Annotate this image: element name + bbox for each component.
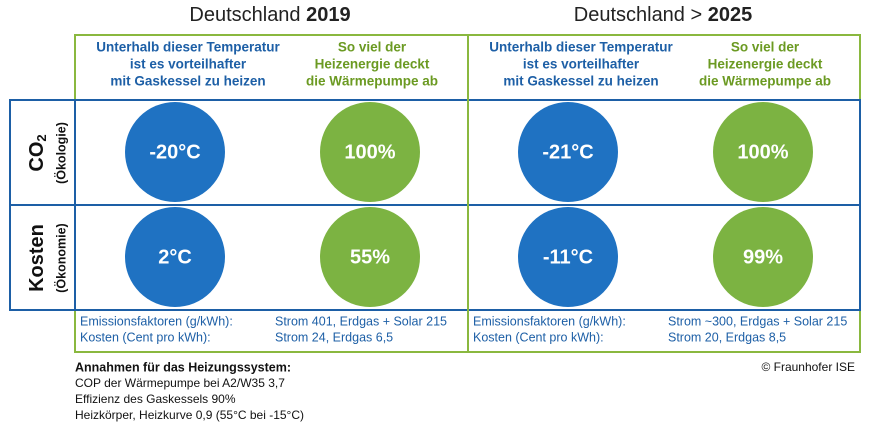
circle-value: -21°C xyxy=(542,141,593,163)
row-label: Kosten xyxy=(26,224,48,292)
footer-label: Emissionsfaktoren (g/kWh): xyxy=(473,314,626,328)
row-label-text: Kosten xyxy=(26,224,48,292)
value-circle xyxy=(320,207,420,307)
notes-line: COP der Wärmepumpe bei A2/W35 3,7 xyxy=(75,376,285,390)
value-circle xyxy=(713,207,813,307)
footer-value: Strom 20, Erdgas 8,5 xyxy=(668,330,786,344)
value-circle xyxy=(518,207,618,307)
title-year: 2019 xyxy=(306,4,351,26)
circle-value: -20°C xyxy=(149,141,200,163)
value-circle xyxy=(125,102,225,202)
value-circle xyxy=(713,102,813,202)
title-prefix: Deutschland xyxy=(189,4,306,26)
footer-value: Strom ~300, Erdgas + Solar 215 xyxy=(668,314,847,328)
column-header: mit Gaskessel zu heizen xyxy=(110,74,265,89)
row-sublabel: (Ökonomie) xyxy=(53,223,68,292)
column-header: So viel der xyxy=(731,40,800,55)
column-header: So viel der xyxy=(338,40,407,55)
column-header: Unterhalb dieser Temperatur xyxy=(489,40,673,55)
scenario-title: Deutschland > 2025 xyxy=(574,4,752,26)
notes-line: Heizkörper, Heizkurve 0,9 (55°C bei -15°… xyxy=(75,408,304,422)
column-header: Unterhalb dieser Temperatur xyxy=(96,40,280,55)
column-header: Heizenergie deckt xyxy=(315,57,430,72)
circle-value: 2°C xyxy=(158,246,192,268)
value-circle xyxy=(518,102,618,202)
column-header: mit Gaskessel zu heizen xyxy=(503,74,658,89)
footer-label: Emissionsfaktoren (g/kWh): xyxy=(80,314,233,328)
title-prefix: Deutschland > xyxy=(574,4,708,26)
title-year: 2025 xyxy=(708,4,753,26)
notes-title: Annahmen für das Heizungssystem: xyxy=(75,360,291,374)
row-label-text: CO xyxy=(26,142,48,172)
circle-value: -11°C xyxy=(543,246,593,268)
value-circle xyxy=(125,207,225,307)
column-header: die Wärmepumpe ab xyxy=(306,74,438,89)
footer-label: Kosten (Cent pro kWh): xyxy=(80,330,211,344)
column-header: ist es vorteilhafter xyxy=(523,57,640,72)
circle-value: 55% xyxy=(350,246,390,268)
column-header: ist es vorteilhafter xyxy=(130,57,247,72)
circle-value: 100% xyxy=(737,141,788,163)
circle-value: 99% xyxy=(743,246,783,268)
row-label-sub: 2 xyxy=(34,134,49,141)
column-header: die Wärmepumpe ab xyxy=(699,74,831,89)
value-circle xyxy=(320,102,420,202)
circle-value: 100% xyxy=(344,141,395,163)
notes-line: Effizienz des Gaskessels 90% xyxy=(75,392,236,406)
row-sublabel: (Ökologie) xyxy=(53,122,68,184)
scenario-title: Deutschland 2019 xyxy=(189,4,350,26)
row-label: CO2 xyxy=(26,134,49,171)
footer-label: Kosten (Cent pro kWh): xyxy=(473,330,604,344)
column-header: Heizenergie deckt xyxy=(708,57,823,72)
copyright: © Fraunhofer ISE xyxy=(761,360,855,374)
footer-value: Strom 24, Erdgas 6,5 xyxy=(275,330,393,344)
footer-value: Strom 401, Erdgas + Solar 215 xyxy=(275,314,447,328)
